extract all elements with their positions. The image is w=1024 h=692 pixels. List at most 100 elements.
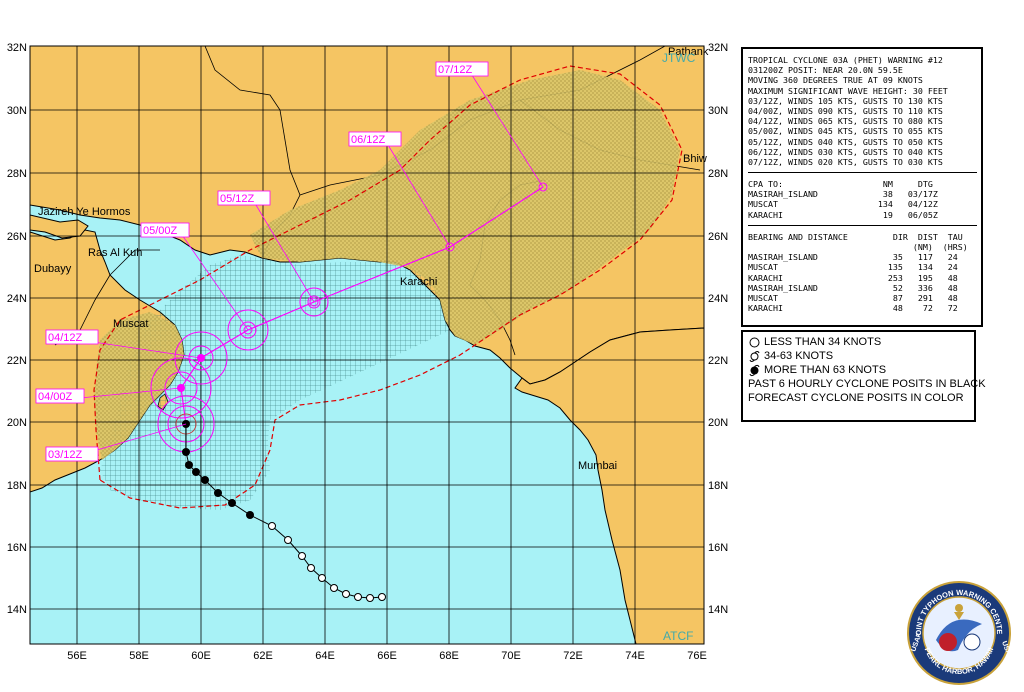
warning-line: 03/12Z, WINDS 105 KTS, GUSTS TO 130 KTS	[748, 95, 943, 106]
legend-panel: LESS THAN 34 KNOTS 34-63 KNOTS MORE THAN…	[741, 330, 986, 422]
warning-line: 04/00Z, WINDS 090 KTS, GUSTS TO 110 KTS	[748, 105, 943, 116]
svg-text:14N: 14N	[7, 604, 27, 616]
svg-text:76E: 76E	[687, 650, 707, 662]
warning-line: CPA TO: NM DTG	[748, 179, 933, 190]
open-circle-icon	[749, 337, 760, 347]
label-04-12z: 04/12Z	[48, 332, 83, 344]
warning-line: 07/12Z, WINDS 020 KTS, GUSTS TO 030 KTS	[748, 156, 943, 167]
svg-text:32N: 32N	[7, 42, 27, 54]
svg-text:30N: 30N	[7, 105, 27, 117]
warning-line: BEARING AND DISTANCE DIR DIST TAU	[748, 231, 963, 242]
warning-line: MUSCAT 134 04/12Z	[748, 199, 938, 210]
danger-area-outline	[93, 65, 683, 509]
svg-text:60E: 60E	[191, 650, 211, 662]
warning-line: MUSCAT 87 291 48	[748, 292, 958, 303]
svg-text:72E: 72E	[563, 650, 583, 662]
legend-row-forecast: FORECAST CYCLONE POSITS IN COLOR	[748, 391, 974, 405]
legend-row-34-63: 34-63 KNOTS	[748, 349, 974, 363]
divider	[748, 224, 977, 226]
warning-line: MASIRAH_ISLAND 52 336 48	[748, 282, 958, 293]
warning-line: 05/00Z, WINDS 045 KTS, GUSTS TO 055 KTS	[748, 126, 943, 137]
land-india	[514, 327, 704, 644]
place-muscat: Muscat	[113, 318, 148, 330]
label-03-12z: 03/12Z	[48, 449, 83, 461]
svg-text:22N: 22N	[7, 355, 27, 367]
warning-panel: TROPICAL CYCLONE 03A (PHET) WARNING #12 0…	[741, 47, 983, 327]
place-dubayy: Dubayy	[34, 263, 72, 275]
map-frame	[29, 45, 705, 645]
warning-line: KARACHI 253 195 48	[748, 272, 958, 283]
legend-less34-label: LESS THAN 34 KNOTS	[764, 336, 882, 348]
svg-text:24N: 24N	[708, 293, 728, 305]
svg-text:58E: 58E	[129, 650, 149, 662]
svg-text:16N: 16N	[708, 542, 728, 554]
warning-line: TROPICAL CYCLONE 03A (PHET) WARNING #12	[748, 55, 943, 65]
label-05-12z: 05/12Z	[220, 193, 255, 205]
label-leaders	[79, 71, 544, 456]
legend-more63-label: MORE THAN 63 KNOTS	[764, 364, 887, 376]
svg-text:28N: 28N	[708, 168, 728, 180]
label-04-00z: 04/00Z	[38, 391, 73, 403]
svg-text:56E: 56E	[67, 650, 87, 662]
jtwc-seal: JOINT TYPHOON WARNING CENTER PEARL HARBO…	[906, 580, 1012, 685]
svg-text:18N: 18N	[708, 480, 728, 492]
warning-line: 031200Z POSIT: NEAR 20.0N 59.5E	[748, 65, 903, 76]
legend-row-more63: MORE THAN 63 KNOTS	[748, 363, 974, 377]
place-karachi: Karachi	[400, 276, 437, 288]
svg-text:26N: 26N	[708, 231, 728, 243]
atcf-mark: ATCF	[663, 629, 693, 643]
warning-line: 06/12Z, WINDS 030 KTS, GUSTS TO 040 KTS	[748, 146, 943, 157]
svg-text:20N: 20N	[708, 417, 728, 429]
label-06-12z: 06/12Z	[351, 134, 386, 146]
svg-text:14N: 14N	[708, 604, 728, 616]
seal-right-text: USN	[1000, 640, 1012, 656]
svg-text:32N: 32N	[708, 42, 728, 54]
legend-row-less34: LESS THAN 34 KNOTS	[748, 335, 974, 349]
hurricane-icon	[749, 364, 760, 376]
jtwc-mark: JTWC	[662, 51, 696, 65]
forecast-label-boxes	[35, 61, 489, 462]
place-ras-al-kuh: Ras Al Kuh	[88, 247, 142, 259]
warning-line: MAXIMUM SIGNIFICANT WAVE HEIGHT: 30 FEET	[748, 85, 948, 96]
svg-text:70E: 70E	[501, 650, 521, 662]
warning-line: MUSCAT 135 134 24	[748, 262, 958, 273]
legend-row-past: PAST 6 HOURLY CYCLONE POSITS IN BLACK	[748, 377, 986, 391]
svg-text:30N: 30N	[708, 105, 728, 117]
legend-34-63-label: 34-63 KNOTS	[764, 350, 834, 362]
divider	[748, 172, 977, 174]
svg-text:24N: 24N	[7, 293, 27, 305]
svg-text:16N: 16N	[7, 542, 27, 554]
place-mumbai: Mumbai	[578, 460, 617, 472]
place-jazireh: Jazireh Ye Hormos	[38, 206, 131, 218]
svg-text:20N: 20N	[7, 417, 27, 429]
danger-area-land	[250, 70, 680, 345]
svg-text:68E: 68E	[439, 650, 459, 662]
label-05-00z: 05/00Z	[143, 225, 178, 237]
warning-line: MOVING 360 DEGREES TRUE AT 09 KNOTS	[748, 75, 923, 86]
svg-text:28N: 28N	[7, 168, 27, 180]
svg-text:22N: 22N	[708, 355, 728, 367]
place-bhiw: Bhiw	[683, 153, 707, 165]
place-pathank: Pathank	[668, 46, 709, 58]
warning-line: 04/12Z, WINDS 065 KTS, GUSTS TO 080 KTS	[748, 116, 943, 127]
svg-text:62E: 62E	[253, 650, 273, 662]
warning-line: (NM) (HRS)	[748, 242, 968, 252]
svg-text:26N: 26N	[7, 231, 27, 243]
warning-line: MASIRAH_ISLAND 38 03/17Z	[748, 189, 938, 200]
svg-text:18N: 18N	[7, 480, 27, 492]
warning-line: MASIRAH_ISLAND 35 117 24	[748, 252, 958, 263]
warning-line: 05/12Z, WINDS 040 KTS, GUSTS TO 050 KTS	[748, 136, 943, 147]
legend-past-label: PAST 6 HOURLY CYCLONE POSITS IN BLACK	[748, 378, 986, 390]
label-07-12z: 07/12Z	[438, 64, 473, 76]
past-posits	[182, 420, 386, 602]
svg-text:64E: 64E	[315, 650, 335, 662]
svg-text:66E: 66E	[377, 650, 397, 662]
danger-area-hatched	[100, 255, 450, 510]
warning-line: KARACHI 19 06/05Z	[748, 209, 938, 220]
lat-labels-left: 32N 30N 28N 26N 24N 22N 20N 18N 16N 14N	[7, 42, 27, 616]
lat-labels-right: 32N 30N 28N 26N 24N 22N 20N 18N 16N 14N	[708, 42, 728, 616]
svg-text:74E: 74E	[625, 650, 645, 662]
tropical-storm-icon	[749, 350, 760, 362]
warning-line: KARACHI 48 72 72	[748, 303, 958, 314]
